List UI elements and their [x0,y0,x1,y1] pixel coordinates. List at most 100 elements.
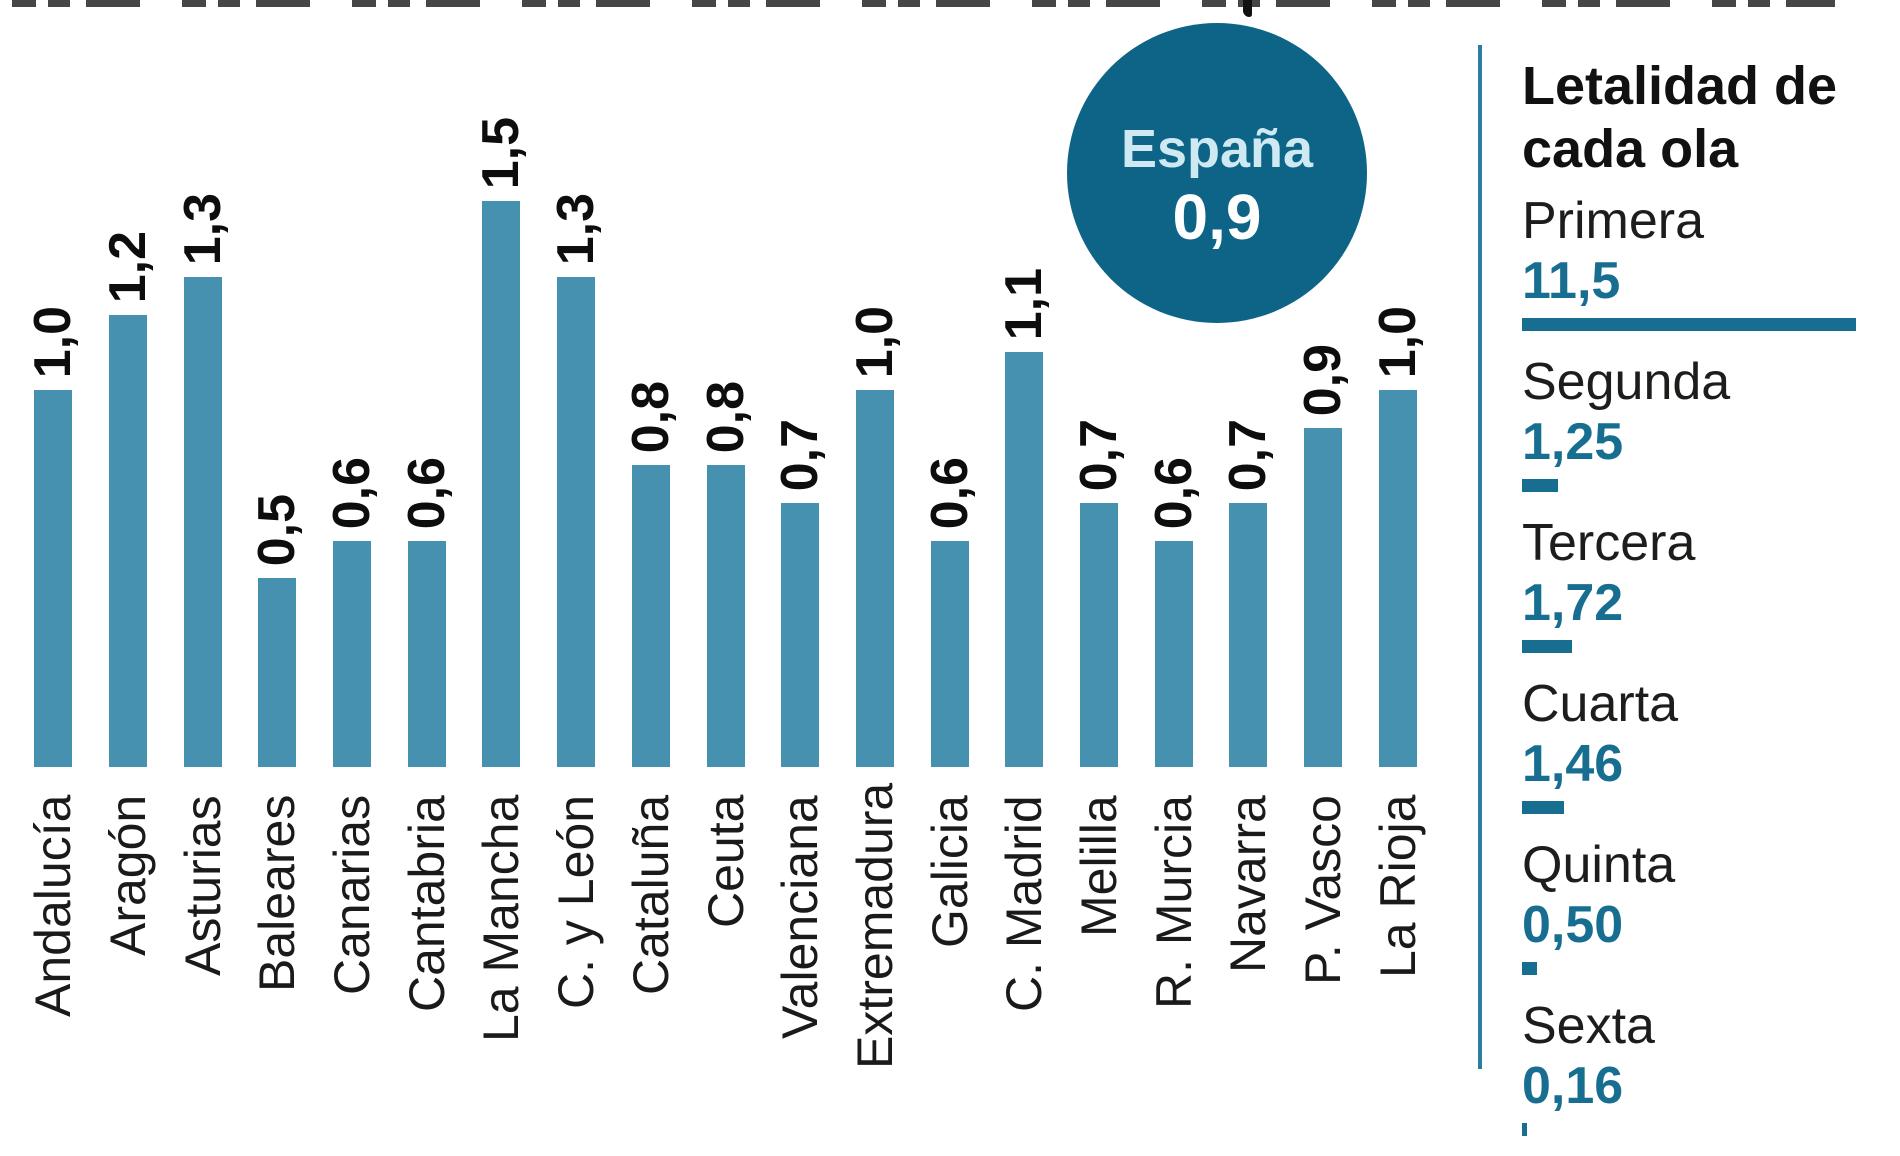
wave-name: Segunda [1522,353,1731,411]
bar-column: 0,9 [1286,0,1361,767]
x-axis-label-column: Galicia [912,795,987,1069]
bar [258,578,297,767]
bar-chart: 1,0 1,2 1,3 0,5 0,6 0,6 1,5 1,3 0,8 0,8 0,7 1,0 0,6 1… [16,0,1435,767]
bar-value-label: 1,0 [24,305,83,378]
wave-bar [1522,1123,1527,1136]
bar-value-label: 0,7 [1219,418,1278,491]
x-axis-label: Galicia [921,795,978,948]
legend-rows: Primera 11,5 Segunda 1,25 Tercera 1,72 Cuarta 1… [1522,190,1884,1136]
wave-bar [1522,640,1572,653]
wave-name: Sexta [1522,997,1655,1055]
bar-column: 1,1 [987,0,1062,767]
x-axis-label-column: Andalucía [16,795,91,1069]
bar-value-label: 0,7 [771,418,830,491]
x-axis-label: Canarias [324,795,381,996]
x-axis-label-column: La Mancha [464,795,539,1069]
x-axis-label-column: Cataluña [614,795,689,1069]
bar-value-label: 1,3 [547,192,606,265]
bar [631,465,670,767]
bar-value-label: 1,3 [173,192,232,265]
bar-column: 0,8 [688,0,763,767]
x-axis-label: C. y León [548,795,605,1010]
bar-value-label: 0,6 [1144,456,1203,529]
bar-column: 0,5 [240,0,315,767]
x-axis-label-column: Aragón [91,795,166,1069]
wave-bar [1522,962,1537,975]
bar-value-label: 0,8 [696,380,755,453]
x-axis-label-column: La Rioja [1360,795,1435,1069]
x-axis-label-column: Melilla [1062,795,1137,1069]
x-axis-label: Navarra [1220,795,1277,973]
wave-value: 1,46 [1522,735,1624,793]
x-axis-label: La Rioja [1369,795,1426,979]
bar-column: 1,5 [464,0,539,767]
wave-value: 11,5 [1522,252,1621,310]
wave-row: Tercera 1,72 [1522,512,1884,653]
bar [1154,541,1193,767]
bar [34,390,73,767]
bar [407,541,446,767]
wave-value: 0,50 [1522,896,1624,954]
bar-column: 0,6 [389,0,464,767]
bar-column: 0,6 [1136,0,1211,767]
x-axis-label: Valenciana [772,795,829,1039]
bar [855,390,894,767]
x-axis-label: Aragón [100,795,157,957]
x-axis-label-column: R. Murcia [1136,795,1211,1069]
wave-value: 1,25 [1522,413,1624,471]
x-axis-label-column: C. Madrid [987,795,1062,1069]
espana-value: 0,9 [1172,181,1262,253]
x-axis-label-column: Asturias [165,795,240,1069]
bar-column: 0,7 [763,0,838,767]
bar-column: 0,8 [614,0,689,767]
bar [781,503,820,767]
bar-column: 1,3 [165,0,240,767]
bar [1229,503,1268,767]
bar [333,541,372,767]
x-axis-label: P. Vasco [1295,795,1352,985]
bar-value-label: 0,5 [248,493,307,566]
x-axis-label: Extremadura [846,782,903,1069]
bar-value-label: 0,6 [920,456,979,529]
espana-label: España [1120,119,1314,179]
x-axis-label-column: Extremadura [838,782,913,1069]
bar-value-label: 0,8 [621,380,680,453]
bar [557,277,596,767]
wave-row: Primera 11,5 [1522,190,1884,331]
bar [930,541,969,767]
x-axis-label: La Mancha [473,795,530,1043]
wave-value: 1,72 [1522,574,1624,632]
x-axis-label: Ceuta [697,795,754,929]
bar-column: 1,0 [1360,0,1435,767]
x-axis-label-column: P. Vasco [1286,795,1361,1069]
bar-value-label: 1,1 [995,267,1054,340]
x-axis-label: C. Madrid [996,795,1053,1012]
wave-bar [1522,318,1856,331]
x-axis-label-column: Ceuta [688,795,763,1069]
x-axis-label-column: Cantabria [389,795,464,1069]
x-axis-label: Melilla [1070,795,1127,937]
bar-column: 1,3 [539,0,614,767]
bar-value-label: 0,7 [1069,418,1128,491]
bar [1079,503,1118,767]
bar [1378,390,1417,767]
bar [1304,428,1343,767]
legend-divider [1478,45,1482,1069]
wave-name: Cuarta [1522,675,1679,733]
bar [482,201,521,767]
bar-value-label: 1,2 [99,230,158,303]
x-axis-label-column: Baleares [240,795,315,1069]
lethality-chart-page: { "chart_data": { "type": "bar", "title"… [12,0,1856,1136]
bar [109,315,148,767]
x-axis-label: Asturias [174,795,231,976]
bar-value-label: 0,6 [397,456,456,529]
bar-column: 0,6 [315,0,390,767]
x-axis-label: Cataluña [622,795,679,996]
x-axis-label-column: C. y León [539,795,614,1069]
bar-value-label: 1,5 [472,116,531,189]
wave-name: Tercera [1522,514,1696,572]
bar-column: 0,7 [1211,0,1286,767]
x-axis-label: Andalucía [25,795,82,1018]
wave-row: Segunda 1,25 [1522,351,1884,492]
bar-column: 0,6 [912,0,987,767]
